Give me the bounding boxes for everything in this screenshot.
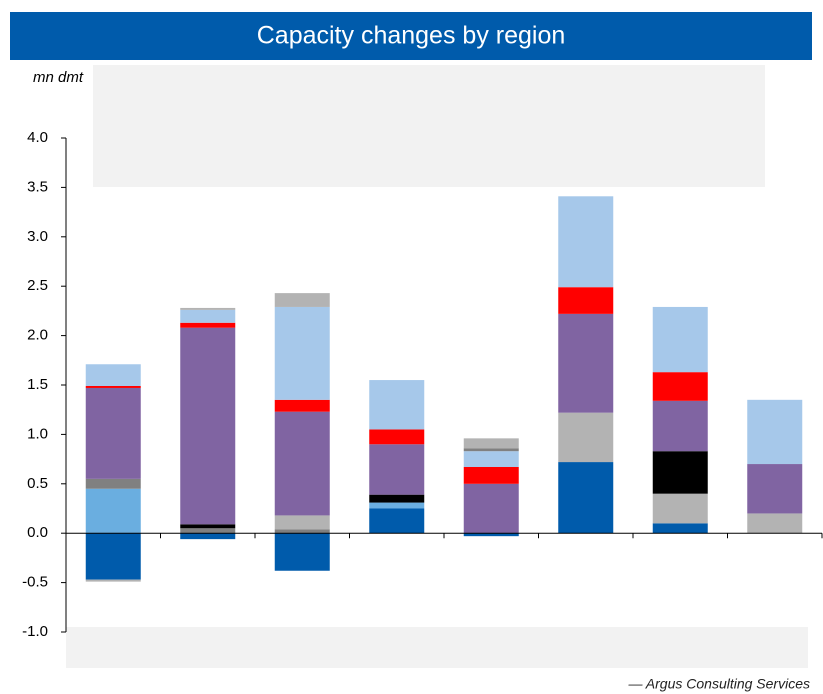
bar-segment [369,494,425,503]
bar-segment [747,513,803,534]
bar-segment [558,412,614,463]
y-tick-label: 4.0 [27,129,48,146]
bar-segment [85,478,141,489]
y-tick-label: 1.0 [27,425,48,442]
bar-segment [180,528,236,534]
bar-segment [369,380,425,430]
y-tick-label: 1.5 [27,376,48,393]
bar-segment [85,488,141,534]
bar-segment [369,444,425,495]
label-placeholder [66,627,808,668]
bar-segment [463,467,519,484]
y-tick-label: -0.5 [22,574,48,591]
y-tick-label: 2.0 [27,327,48,344]
y-axis-unit: mn dmt [33,69,84,86]
legend-placeholder [93,65,765,187]
bar-segment [274,306,330,400]
bar-segment [274,529,330,534]
bar-segment [463,483,519,534]
bar-segment [85,385,141,388]
plot: -1.0 -0.5 0.0 0.5 1.0 1.5 2.0 2.5 3.0 3.5 4.0 [22,129,823,640]
bar-segment [747,464,803,514]
bar-segment [558,287,614,314]
bar-segment [180,309,236,323]
bar-segment [85,533,141,580]
bar-segment [463,451,519,468]
y-tick-label: 0.0 [27,524,48,541]
bar-segment [180,533,236,540]
bar-segment [747,399,803,465]
y-tick-label: -1.0 [22,623,48,640]
bar-segment [180,524,236,529]
bar-segment [274,515,330,530]
bar-segment [652,306,708,373]
bar-segment [652,493,708,524]
bar-segment [85,364,141,386]
y-tick-label: 0.5 [27,475,48,492]
bar-segment [180,327,236,525]
bar-segment [369,429,425,445]
bar-segment [369,502,425,509]
bar-segment [85,387,141,479]
source: — Argus Consulting Services [627,676,810,692]
bar-segment [463,438,519,449]
chart-title: Capacity changes by region [257,22,566,50]
bar-segment [274,399,330,412]
y-tick-label: 3.5 [27,178,48,195]
bar-segment [652,400,708,452]
bar-segment [274,293,330,307]
bar-segment [558,462,614,534]
bar-segment [652,451,708,494]
y-tick-label: 2.5 [27,277,48,294]
bar-segment [369,508,425,534]
bar-segment [652,523,708,534]
bar-segment [558,196,614,288]
bar-segment [274,533,330,571]
title-bar [10,12,812,60]
y-tick-label: 3.0 [27,228,48,245]
bar-segment [463,533,519,537]
bar-segment [85,579,141,582]
bar-segment [180,322,236,328]
bar-segment [274,411,330,516]
bar-segment [652,372,708,401]
bar-segment [463,448,519,452]
bar-segment [180,307,236,310]
bar-segment [558,313,614,413]
